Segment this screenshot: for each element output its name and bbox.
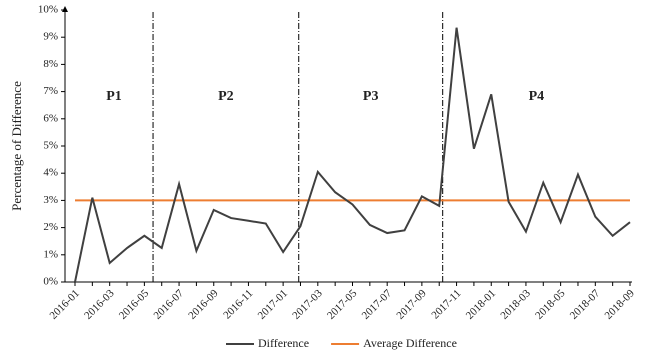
x-tick-label: 2017-11: [429, 287, 463, 321]
y-tick-label: 3%: [43, 194, 58, 206]
x-tick-label: 2016-01: [47, 287, 81, 321]
period-label: P2: [218, 89, 234, 104]
period-label: P1: [106, 89, 122, 104]
x-tick-label: 2017-09: [394, 287, 429, 322]
y-axis-label: Percentage of Difference: [9, 81, 24, 211]
y-tick-label: 8%: [43, 58, 58, 70]
x-tick-label: 2018-03: [498, 287, 533, 322]
legend-label: Difference: [258, 336, 309, 350]
y-tick-label: 9%: [43, 31, 58, 43]
period-label: P4: [529, 89, 545, 104]
x-tick-label: 2016-05: [117, 287, 152, 322]
data-line: [74, 27, 631, 283]
y-tick-label: 0%: [43, 276, 58, 288]
y-tick-label: 5%: [43, 140, 58, 152]
period-label: P3: [363, 89, 379, 104]
x-tick-label: 2016-09: [186, 287, 221, 322]
x-tick-label: 2016-07: [152, 287, 187, 322]
y-tick-label: 7%: [43, 85, 58, 97]
x-tick-label: 2018-01: [464, 287, 498, 321]
x-tick-label: 2016-11: [221, 287, 255, 321]
x-tick-label: 2018-07: [568, 287, 603, 322]
x-tick-label: 2017-07: [360, 287, 395, 322]
y-tick-label: 10%: [38, 4, 58, 16]
y-axis-arrow: [62, 6, 68, 12]
legend-label: Average Difference: [363, 336, 457, 350]
x-tick-label: 2018-05: [533, 287, 568, 322]
x-tick-label: 2017-05: [325, 287, 360, 322]
y-tick-label: 1%: [43, 248, 58, 260]
x-tick-label: 2016-03: [82, 287, 117, 322]
y-tick-label: 4%: [43, 167, 58, 179]
y-tick-label: 2%: [43, 221, 58, 233]
x-tick-label: 2017-03: [290, 287, 325, 322]
x-tick-label: 2017-01: [256, 287, 290, 321]
x-tick-label: 2018-09: [602, 287, 637, 322]
y-tick-label: 6%: [43, 112, 58, 124]
